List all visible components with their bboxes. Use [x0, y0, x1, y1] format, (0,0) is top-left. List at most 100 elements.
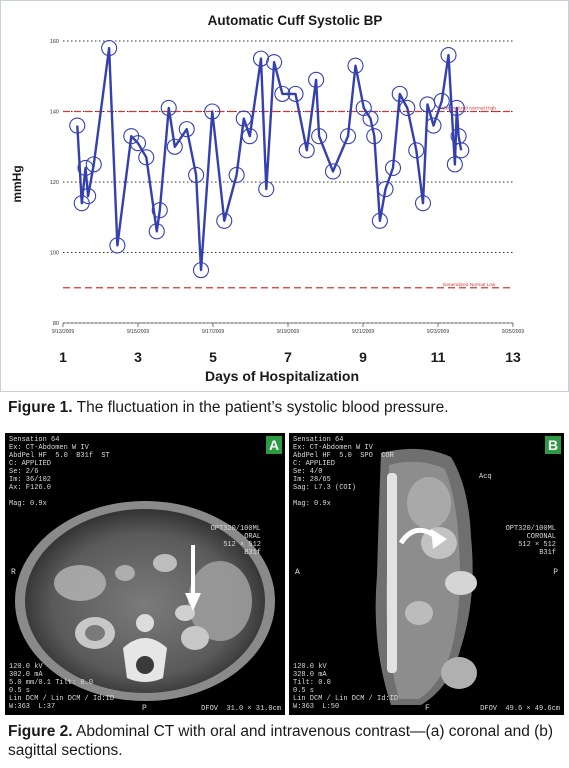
panel-a-dfov: DFOV 31.0 × 31.0cm	[201, 705, 281, 713]
figure-1-caption-label: Figure 1.	[8, 399, 73, 416]
ct-panel-a: A Sensation 64 Ex: CT-Abdomen W IV AbdPel …	[5, 433, 285, 715]
panel-a-header: Sensation 64 Ex: CT-Abdomen W IV AbdPel HF…	[9, 436, 110, 508]
data-point-marker	[235, 110, 252, 127]
data-point-marker	[440, 47, 457, 64]
y-tick-label: 100	[50, 251, 59, 257]
panel-b-footer-line: Lin DCM / Lin DCM / Id:ID	[293, 695, 399, 703]
data-point-marker	[448, 99, 465, 117]
ct-panel-b: B Sensation 64 Ex: CT-Abdomen W IV AbdPel …	[289, 433, 564, 715]
data-point-marker	[371, 212, 388, 229]
data-point-marker	[148, 223, 165, 240]
panel-b-header-line: C: APPLIED	[293, 460, 336, 468]
data-point-marker	[391, 85, 408, 102]
day-tick-label: 13	[505, 349, 521, 365]
data-point-marker	[188, 166, 205, 183]
panel-b-footer-line: Tilt: 0.0	[293, 679, 331, 687]
panel-a-right-line: OPT320/100ML	[210, 525, 261, 533]
panel-b-right-line: B31f	[539, 549, 556, 557]
data-point-marker	[228, 166, 245, 183]
data-point-marker	[339, 128, 357, 145]
data-point-marker	[266, 54, 283, 71]
panel-b-footer: 120.0 kV 328.0 mA Tilt: 0.0 0.5 s Lin DCM / …	[293, 663, 398, 711]
panel-a-footer-line: Lin DCM / Lin DCM / Id:ID	[9, 695, 115, 703]
panel-b-right-line: 512 × 512	[518, 541, 556, 549]
panel-b-header-line: Mag: 0.9x	[293, 500, 331, 508]
reference-line-label: Generalized Normal High	[442, 106, 496, 112]
day-tick-label: 11	[431, 349, 446, 365]
date-tick-label: 9/19/2009	[277, 329, 299, 335]
day-tick-label: 3	[134, 349, 142, 365]
panel-a-header-line: Mag: 0.9x	[9, 500, 47, 508]
panel-a-footer-line: 120.0 kV	[9, 663, 43, 671]
panel-b-footer-line: 328.0 mA	[293, 671, 327, 679]
data-point-marker	[308, 71, 325, 88]
date-tick-label: 9/17/2009	[202, 329, 224, 335]
data-point-marker	[384, 159, 402, 176]
panel-b-header-line: Sensation 64	[293, 436, 344, 444]
data-point-marker	[362, 110, 379, 127]
data-point-marker	[258, 181, 275, 198]
data-point-marker	[160, 99, 177, 117]
y-tick-label: 160	[50, 39, 59, 45]
panel-b-footer-line: W:363 L:50	[293, 703, 340, 711]
panel-a-edge-bottom: P	[142, 704, 147, 713]
x-axis-label: Days of Hospitalization	[205, 368, 359, 384]
y-tick-label: 120	[50, 180, 59, 186]
data-point-marker	[69, 117, 86, 134]
panel-a-header-line: AbdPel HF 5.0 B31f ST	[9, 452, 110, 460]
panel-a-edge-left: R	[11, 568, 16, 577]
panel-b-right-info: OPT320/100ML CORONAL 512 × 512 B31f	[506, 525, 556, 557]
data-point-marker	[109, 237, 126, 254]
y-axis-label: mmHg	[10, 165, 24, 202]
data-point-marker	[324, 163, 342, 180]
panel-b-edge-bottom: F	[425, 704, 430, 713]
panel-a-right-line: ORAL	[244, 533, 261, 541]
panel-a-footer-line: W:363 L:37	[9, 703, 56, 711]
panel-a-footer-line: 302.0 mA	[9, 671, 43, 679]
panel-b-header-line: Se: 4/0	[293, 468, 323, 476]
panel-a-header-line	[9, 492, 110, 500]
data-point-marker	[178, 121, 195, 138]
data-point-marker	[377, 181, 394, 198]
panel-a-badge: A	[266, 436, 282, 454]
panel-b-dfov: DFOV 49.6 × 49.6cm	[480, 705, 560, 713]
data-point-marker	[85, 156, 102, 173]
panel-a-right-line: 512 × 512	[223, 541, 261, 549]
data-point-marker	[408, 142, 425, 159]
data-point-marker	[252, 50, 270, 67]
panel-a-footer: 120.0 kV 302.0 mA 5.0 mm/0.1 Tilt: 0.0 0.5 …	[9, 663, 114, 711]
data-point-marker	[446, 156, 463, 173]
panel-a-right-info: OPT320/100ML ORAL 512 × 512 B31f	[211, 525, 261, 557]
figure-1-chart-panel: Automatic Cuff Systolic BP mmHg Days of …	[0, 0, 569, 392]
panel-b-right-line: CORONAL	[526, 533, 556, 541]
figure-2-caption-text: Abdominal CT with oral and intravenous c…	[8, 723, 554, 759]
figure-1-caption: Figure 1. The fluctuation in the patient…	[8, 398, 449, 417]
data-point-marker	[138, 149, 155, 166]
day-tick-label: 9	[359, 349, 367, 365]
panel-b-edge-right: P	[553, 568, 558, 577]
day-tick-label: 5	[209, 349, 217, 365]
panel-b-header-line	[293, 492, 394, 500]
data-point-marker	[101, 39, 118, 57]
panel-b-header-line: Ex: CT-Abdomen W IV	[293, 444, 373, 452]
panel-a-header-line: Sensation 64	[9, 436, 60, 444]
systolic-bp-chart: Automatic Cuff Systolic BP mmHg Days of …	[10, 13, 524, 384]
y-tick-label: 80	[53, 321, 59, 327]
panel-a-header-line: C: APPLIED	[9, 460, 52, 468]
date-tick-label: 9/21/2009	[352, 329, 374, 335]
reference-line-label: Generalized Normal Low	[443, 282, 496, 288]
data-point-marker	[216, 212, 233, 229]
figure-1-caption-text: The fluctuation in the patient’s systoli…	[72, 399, 449, 416]
data-point-marker	[287, 85, 304, 102]
panel-b-header: Sensation 64 Ex: CT-Abdomen W IV AbdPel HF…	[293, 436, 394, 508]
figure-2-caption-label: Figure 2.	[8, 723, 73, 740]
data-point-marker	[414, 195, 432, 212]
data-point-marker	[274, 85, 291, 102]
data-point-marker	[241, 128, 258, 145]
data-point-marker	[204, 103, 221, 120]
day-tick-label: 1	[59, 349, 67, 365]
panel-b-right-line: OPT320/100ML	[505, 525, 556, 533]
ct-sagittal-image	[375, 448, 477, 705]
data-point-marker	[192, 262, 210, 279]
data-point-marker	[425, 117, 442, 134]
